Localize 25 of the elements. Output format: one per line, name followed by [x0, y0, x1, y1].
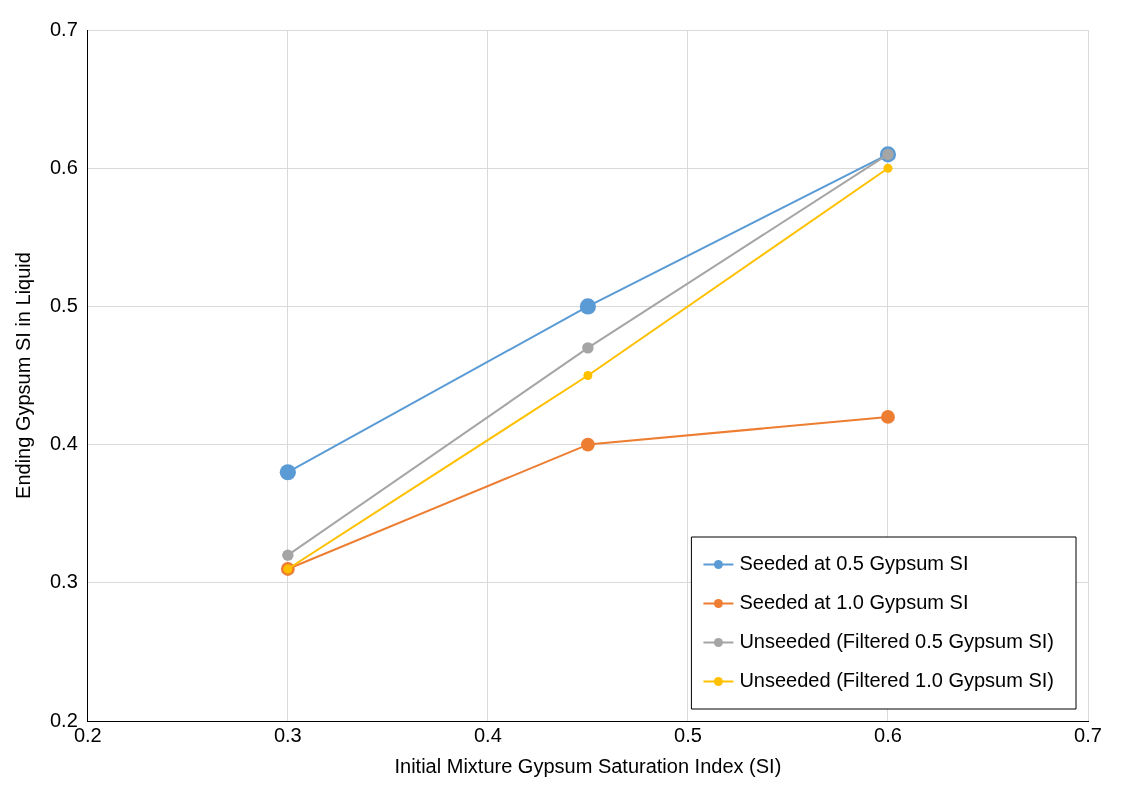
legend-label: Seeded at 1.0 Gypsum SI [739, 591, 969, 614]
x-tick-label: 0.3 [273, 723, 302, 746]
point [579, 298, 596, 315]
x-tick-label: 0.7 [1074, 723, 1102, 746]
legend-label: Unseeded (Filtered 1.0 Gypsum SI) [739, 669, 1055, 692]
y-tick-label: 0.5 [49, 293, 78, 316]
y-axis-title: Ending Gypsum SI in Liquid [11, 252, 34, 499]
point [881, 410, 895, 424]
x-tick-label: 0.6 [874, 723, 902, 746]
point [279, 464, 296, 481]
point [883, 163, 893, 173]
point [581, 437, 595, 452]
y-tick-label: 0.3 [49, 570, 78, 593]
point [582, 342, 594, 354]
legend-label: Seeded at 0.5 Gypsum SI [739, 552, 969, 575]
y-tick-label: 0.6 [49, 155, 78, 178]
point [282, 549, 294, 561]
y-tick-label: 0.7 [49, 17, 78, 40]
x-tick-label: 0.5 [674, 723, 702, 746]
y-tick-label: 0.4 [49, 432, 78, 455]
point [583, 371, 593, 380]
legend-label: Unseeded (Filtered 0.5 Gypsum SI) [739, 630, 1055, 653]
x-axis-title: Initial Mixture Gypsum Saturation Index (SI) [394, 754, 782, 777]
x-tick-label: 0.4 [473, 723, 502, 746]
x-tick-label: 0.2 [73, 723, 102, 746]
